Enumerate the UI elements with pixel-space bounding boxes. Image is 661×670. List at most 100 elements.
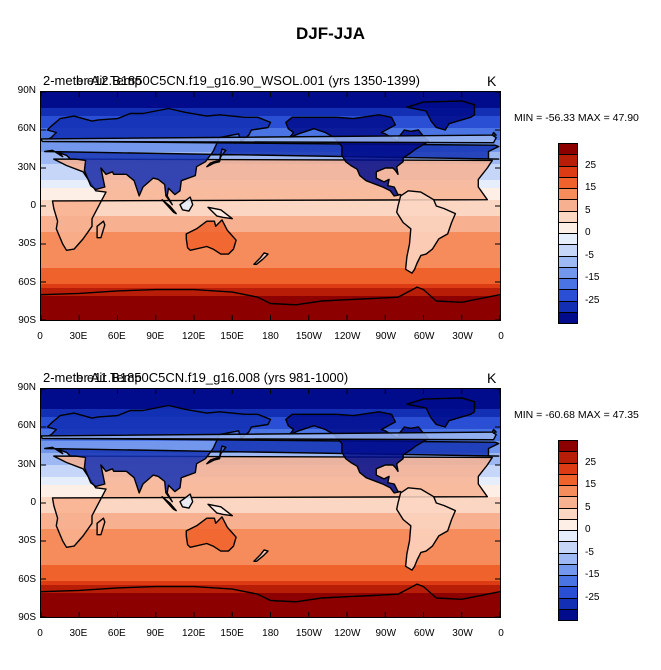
temperature-band [41,96,500,101]
land-anomaly-fill [406,397,475,427]
colorbar-label: -25 [585,294,600,306]
temperature-band [41,100,500,105]
temperature-band [41,609,500,614]
colorbar-label: -15 [585,272,600,283]
temperature-band [41,545,500,550]
lat-tick-label: 0 [30,200,36,211]
temperature-band [41,276,500,281]
temperature-band [41,268,500,273]
temperature-band [41,429,500,434]
panel-1-map [40,91,501,321]
lat-tick-label: 90N [17,382,36,393]
coastline [41,428,497,441]
panel-2-variable-title: 2-meter Air Temp [43,370,142,385]
lat-tick-label: 90S [18,612,36,623]
colorbar-label: 0 [585,524,591,535]
figure-title: DJF-JJA [296,24,365,43]
coastline [41,131,497,144]
temperature-band [41,228,500,233]
temperature-band [41,561,500,566]
temperature-band [41,397,500,402]
colorbar-label: 15 [585,182,597,193]
colorbar-label: -5 [585,546,594,558]
temperature-band [41,541,500,546]
lon-tick-label: 30E [69,628,88,639]
temperature-band [41,593,500,598]
temperature-band [41,216,500,221]
temperature-band [41,280,500,285]
temperature-band [41,112,500,117]
panel-1-map-svg [41,92,500,320]
temperature-band [41,108,500,113]
colorbar-label: 5 [585,204,591,216]
colorbar-label: 15 [585,479,597,490]
temperature-band [41,565,500,570]
colorbar-swatch [558,608,578,621]
land-anomaly-fill [208,207,233,219]
temperature-band [41,393,500,398]
lat-tick-label: 90S [18,315,36,326]
lon-tick-label: 60E [107,331,126,342]
coastline [96,220,106,239]
lon-tick-label: 150E [220,628,244,639]
temperature-band [41,537,500,542]
temperature-band [41,132,500,137]
coastline [207,206,233,220]
lon-tick-label: 0 [498,331,504,342]
coastline [161,199,177,215]
temperature-band [41,200,500,205]
temperature-band [41,224,500,229]
temperature-band [41,156,500,161]
temperature-band [41,260,500,265]
coastline [179,196,194,212]
temperature-band [41,204,500,209]
lat-tick-label: 30N [17,161,36,173]
panel-2-units: K [487,370,497,386]
temperature-band [41,304,500,309]
coastline [96,517,106,536]
lat-tick-label: 60S [18,276,36,288]
lat-tick-label: 60N [17,420,36,432]
temperature-band [41,264,500,269]
lat-tick-label: 30N [17,458,36,470]
lat-tick-label: 30S [18,238,36,250]
lon-tick-label: 90W [375,331,397,342]
coastline [253,549,269,562]
temperature-band [41,124,500,129]
lat-tick-label: 0 [30,497,36,508]
temperature-band [41,453,500,458]
land-anomaly-fill [186,516,237,552]
panel-1: 2-meter Air Temp b.e12.B1850C5CN.f19_g16… [0,73,661,373]
land-anomaly-fill [285,411,429,493]
temperature-band [41,581,500,586]
coastline [41,286,500,306]
colorbar-label: 25 [585,159,597,171]
land-anomaly-fill [43,405,499,502]
coastline [253,252,269,265]
temperature-band [41,312,500,317]
coastline [185,516,237,552]
colorbar-label: -25 [585,591,600,603]
temperature-band [41,128,500,133]
lon-tick-label: 60W [413,331,435,342]
temperature-band [41,525,500,530]
panel-2-map-svg [41,389,500,617]
panel-2-colorbar [558,440,578,621]
temperature-band [41,208,500,213]
temperature-band [41,425,500,430]
temperature-band [41,529,500,534]
coastline [406,397,476,428]
land-anomaly-fill [186,219,237,255]
land-anomaly-fill [180,197,193,212]
coastline [396,487,457,571]
temperature-band [41,501,500,506]
temperature-band [41,405,500,410]
panel-1-variable-title: 2-meter Air Temp [43,73,142,88]
temperature-band [41,497,500,502]
colorbar-label: 25 [585,456,597,468]
lon-tick-label: 150E [220,331,244,342]
temperature-band [41,521,500,526]
lon-tick-label: 180 [262,628,279,639]
temperature-band [41,557,500,562]
temperature-band [41,256,500,261]
